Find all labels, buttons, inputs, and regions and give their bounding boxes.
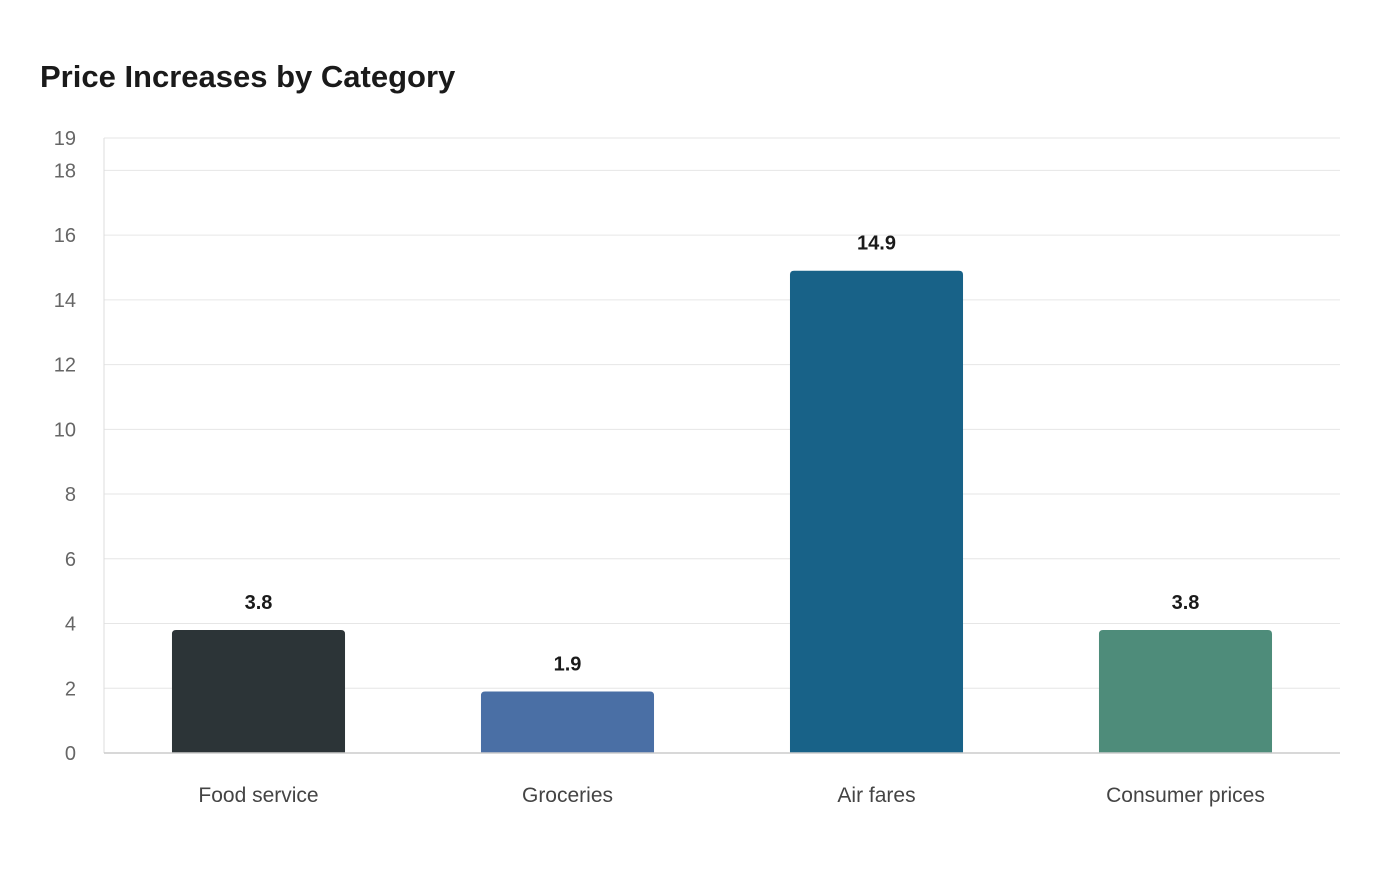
y-axis-ticks: 0 2 4 6 8 10 12 14 16 18 19 xyxy=(54,128,76,765)
x-axis-ticks: Food service Groceries Air fares Consumer p… xyxy=(198,784,1264,807)
bar-groceries[interactable] xyxy=(480,691,655,754)
data-label: 3.8 xyxy=(245,592,273,614)
y-tick-label: 14 xyxy=(54,290,76,312)
data-label: 3.8 xyxy=(1172,592,1200,614)
y-tick-label: 8 xyxy=(65,484,76,506)
bar-air-fares[interactable] xyxy=(789,270,964,753)
bar-food-service[interactable] xyxy=(171,630,346,753)
x-tick-label: Consumer prices xyxy=(1106,784,1265,807)
y-tick-label: 10 xyxy=(54,419,76,441)
x-tick-label: Food service xyxy=(198,784,318,807)
chart-title: Price Increases by Category xyxy=(40,59,456,94)
data-label: 1.9 xyxy=(554,654,582,676)
bar-consumer-prices[interactable] xyxy=(1098,630,1273,753)
bars xyxy=(171,270,1273,754)
y-tick-label: 16 xyxy=(54,225,76,247)
y-tick-label: 12 xyxy=(54,355,76,377)
y-tick-label: 18 xyxy=(54,160,76,182)
x-tick-label: Air fares xyxy=(837,784,915,807)
x-tick-label: Groceries xyxy=(522,784,613,807)
y-tick-label: 0 xyxy=(65,743,76,765)
data-label: 14.9 xyxy=(857,233,896,255)
data-labels: 3.8 1.9 14.9 3.8 xyxy=(245,233,1200,676)
y-tick-label: 4 xyxy=(65,614,76,636)
y-tick-label: 6 xyxy=(65,549,76,571)
y-tick-label: 2 xyxy=(65,678,76,700)
gridlines xyxy=(104,137,1340,689)
y-tick-label: 19 xyxy=(54,128,76,150)
